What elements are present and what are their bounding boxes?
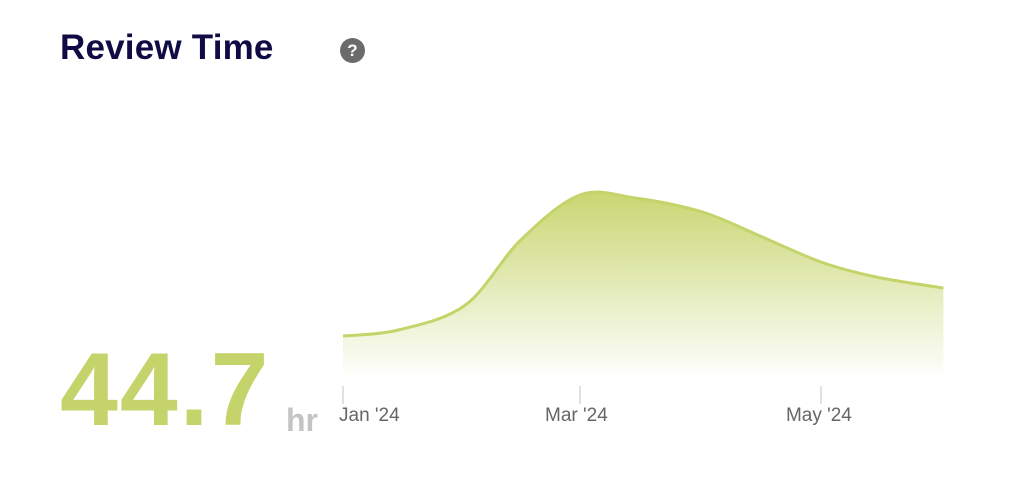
x-tick-label: May '24 (786, 405, 852, 426)
metric-unit: hr (286, 402, 318, 438)
area-fill (343, 192, 944, 380)
help-icon[interactable]: ? (340, 38, 365, 63)
chart-title: Review Time (60, 28, 274, 67)
metric-value: 44.7 (60, 332, 271, 448)
series-line (342, 190, 944, 338)
x-tick-label: Jan '24 (339, 405, 400, 426)
x-tick-label: Mar '24 (545, 405, 608, 426)
